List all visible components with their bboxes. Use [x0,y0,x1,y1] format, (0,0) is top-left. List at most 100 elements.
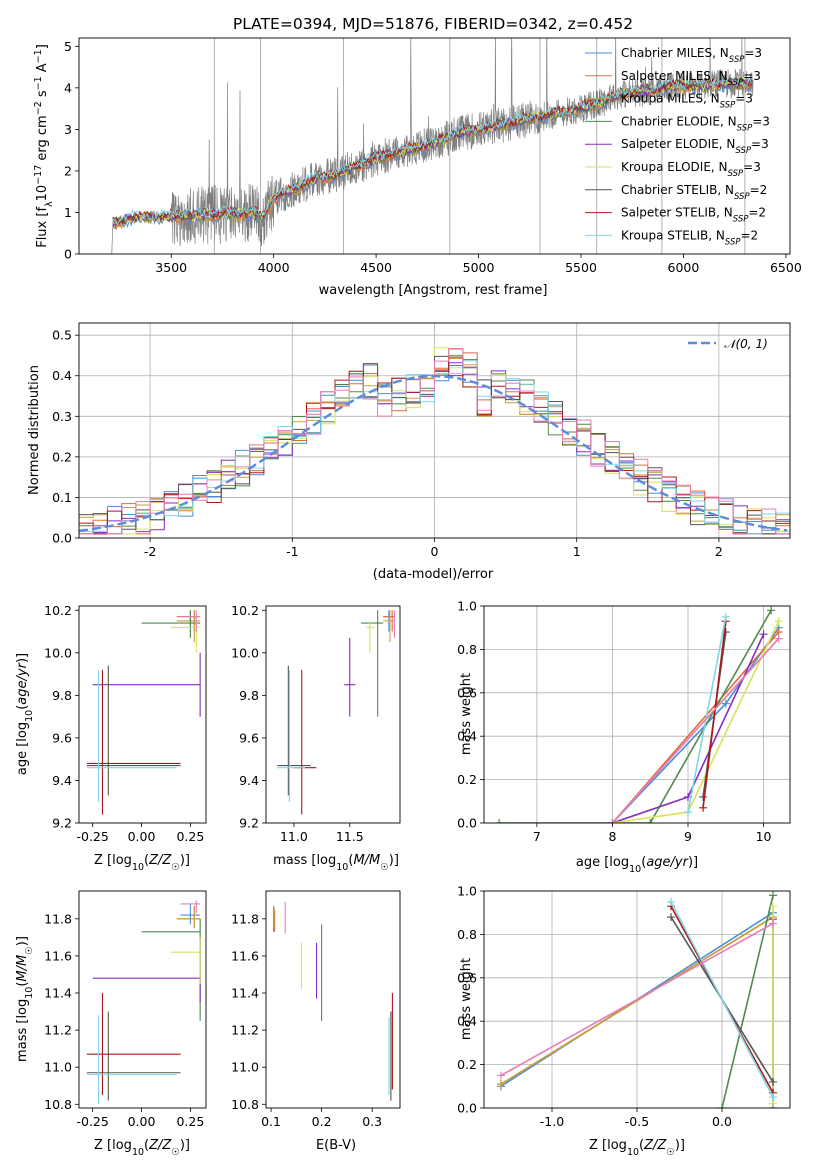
plot-frame [78,37,791,255]
y-tick-label: 11.2 [44,1023,72,1038]
axis-label-part: 10 [627,1147,639,1158]
axis-label-part: M/M [353,853,380,868]
plot-area [111,38,754,254]
mass-weight-line-salpeter-stelib [702,621,727,808]
age-vs-mass-panel: 11.0 11.5 9.2 9.4 9.6 9.8 10.0 10.2 mass [log10(… [231,603,401,873]
axis-label-part: ( [15,705,30,710]
y-tick-label: 10.8 [44,1097,72,1112]
axis-label-part: Z [log [589,1138,627,1153]
legend-text: =3 [743,69,761,83]
gaussian-legend-label: 𝒩(0, 1) [724,337,768,351]
axis-label-part: mass weight [459,958,474,1040]
y-tick-label: 0 [64,247,72,262]
y-tick-label: 0.8 [457,927,477,942]
legend-text: Salpeter STELIB, N [621,206,733,220]
axis-label-part: A [35,63,50,76]
y-tick-label: 11.6 [231,948,259,963]
x-tick-label: 0.25 [176,1114,204,1129]
mass-weight-line-kroupa-elodie [612,620,780,823]
residuals-panel: -2 -1 0 1 2 0.0 0.1 0.2 0.3 0.4 0.5 𝒩(0, 1) (data-mo… [27,322,791,582]
legend-text: =3 [735,92,753,106]
x-tick-label: 0 [431,544,439,559]
mass-weight-marker [721,612,730,621]
mass-weight-marker [699,803,708,812]
legend-entry: Kroupa STELIB, NSSP=2 [621,228,758,247]
axis-label-part: 10 [24,987,35,999]
legend-text: Kroupa ELODIE, N [621,160,728,174]
legend-entry: Salpeter STELIB, NSSP=2 [621,206,766,225]
plot-frame [265,890,401,1109]
axis-label-part: λ [44,201,55,207]
axis-label: mass [log10(M/M☉)] [15,936,35,1062]
mass-weight-marker [667,913,675,922]
x-tick-label: 0.2 [312,1114,332,1129]
axis-label-part: −1 [33,76,44,90]
axis-label-part: age/yr [15,661,30,704]
gaussian-curve [79,375,788,533]
axis-label-part: wavelength [Angstrom, rest frame] [319,283,548,298]
mass-weight-line-chabrier-elodie [721,895,774,1108]
y-tick-label: 9.6 [239,730,259,745]
x-tick-label: 3500 [155,260,187,275]
axis-label-part: −2 [33,101,44,115]
y-tick-label: 9.8 [52,688,72,703]
legend-entry: Salpeter ELODIE, NSSP=3 [621,137,769,156]
y-tick-label: 11.4 [231,986,259,1001]
axis-label: mass weight [459,958,474,1040]
axis-label-part: ☉ [380,862,389,873]
y-tick-label: 11.6 [44,948,72,963]
x-tick-label: 4000 [258,260,290,275]
axis-label-part: Z [log [94,853,132,868]
x-tick-label: -2 [144,544,156,559]
legend-text: =3 [744,46,762,60]
y-tick-label: 0.8 [457,642,477,657]
plot-frame [78,322,791,539]
axis-label: Z [log10(Z/Z☉)] [589,1138,685,1158]
x-tick-label: 7 [533,829,541,844]
y-tick-label: 4 [64,80,72,95]
plot-area [86,610,201,815]
axis-label: Flux [fλ10−17 erg cm−2 s−1 A−1] [33,44,55,248]
x-tick-label: 0.1 [261,1114,281,1129]
legend-text: Chabrier MILES, N [621,46,729,60]
residual-histogram-kroupa-stelib [79,360,790,535]
y-tick-label: 0.0 [457,816,477,831]
axis-label-part: Z [log [94,1138,132,1153]
y-tick-label: 11.0 [231,1060,259,1075]
x-tick-label: 0.00 [128,1114,156,1129]
legend-entry: Salpeter MILES, NSSP=3 [621,69,761,88]
x-tick-label: -0.25 [77,1114,109,1129]
y-tick-label: 9.8 [239,688,259,703]
figure-title: PLATE=0394, MJD=51876, FIBERID=0342, z=0… [233,15,633,33]
mass-weight-marker [608,819,617,823]
y-tick-label: 10.0 [44,645,72,660]
x-tick-label: 0.0 [712,1114,732,1129]
y-tick-label: 0.5 [52,328,72,343]
axis-label-part: (data-model)/error [373,567,494,582]
axis-label-part: erg cm [35,115,50,164]
plot-frame [265,605,401,824]
mass-weight-marker [769,1077,777,1086]
y-tick-label: 9.6 [52,730,72,745]
axis-label-part: ☉ [171,862,180,873]
y-tick-label: 5 [64,39,72,54]
y-tick-label: 0.1 [52,490,72,505]
axis-label: (data-model)/error [373,567,494,582]
legend-entry: Kroupa MILES, NSSP=3 [621,92,753,111]
mass-weight-line-kroupa-stelib [670,901,774,1098]
axis-label-part: ( [348,853,353,868]
mass-weight-marker [769,919,777,928]
axis-label-part: E(B-V) [316,1138,356,1153]
legend-subscript: SSP [734,192,750,202]
mass-weight-line-pink [611,637,780,823]
x-tick-label: -1.0 [540,1114,564,1129]
mass-weight-line-pink [500,922,774,1077]
axis-label-part: M/M [15,955,30,982]
axis-label: age [log10(age/yr)] [15,653,35,775]
axis-label: mass [log10(M/M☉)] [273,853,399,873]
mass-vs-extinction-panel: 0.1 0.2 0.3 10.8 11.0 11.2 11.4 11.6 11.8 E(B-V) [231,890,401,1153]
y-tick-label: 3 [64,122,72,137]
x-tick-label: 0.00 [128,829,156,844]
axis-label: E(B-V) [316,1138,356,1153]
